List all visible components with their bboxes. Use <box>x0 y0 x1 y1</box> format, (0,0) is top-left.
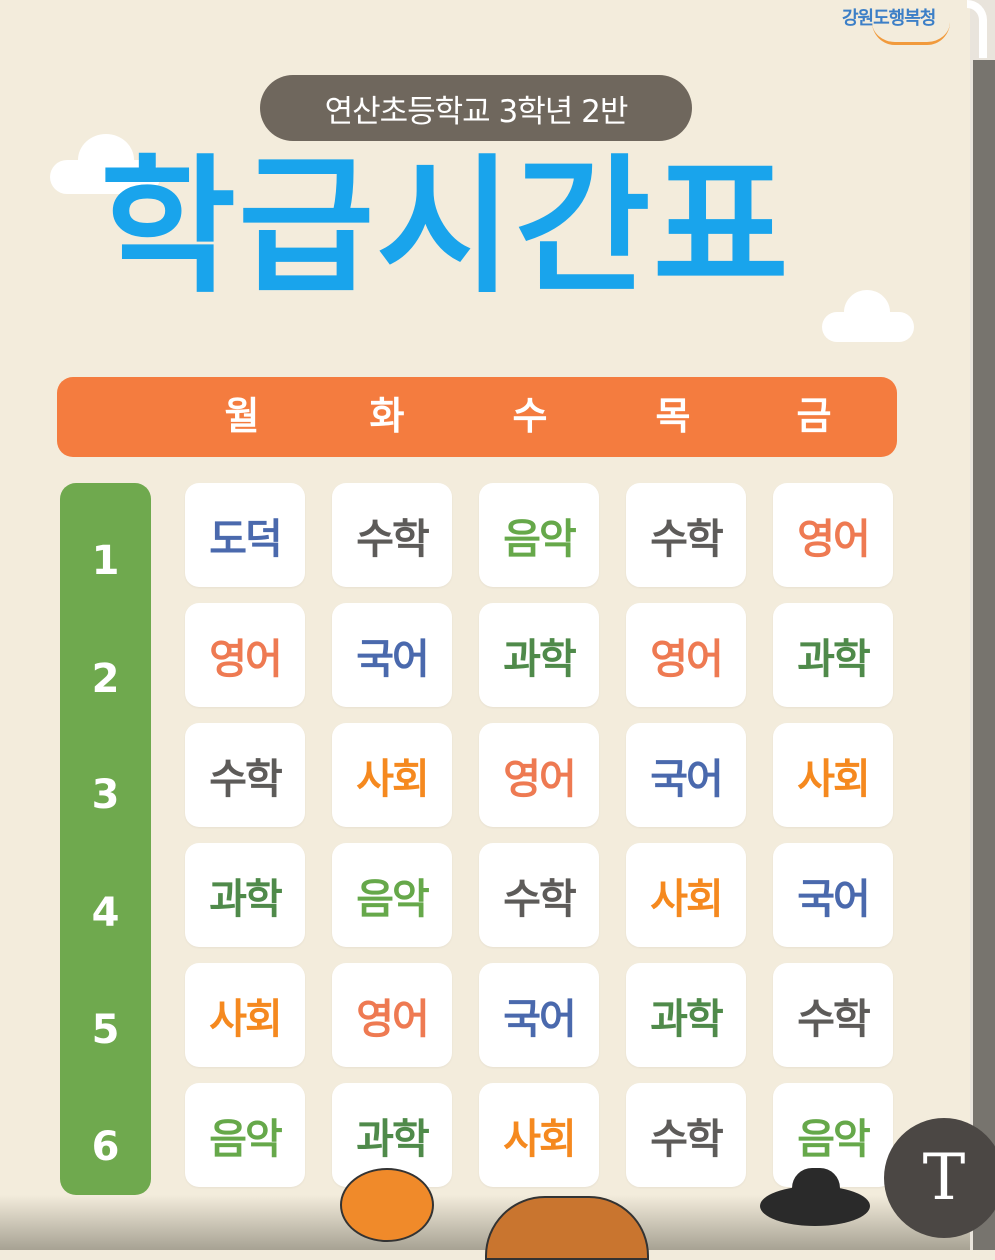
timetable-cell: 국어 <box>626 723 746 827</box>
cloud-icon-right <box>822 290 914 342</box>
period-label: 3 <box>91 772 120 818</box>
timetable-cell: 영어 <box>332 963 452 1067</box>
timetable-cell: 영어 <box>479 723 599 827</box>
timetable-cell: 국어 <box>332 603 452 707</box>
timetable-cell: 음악 <box>185 1083 305 1187</box>
timetable-cell: 과학 <box>773 603 893 707</box>
period-column: 1 2 3 4 5 6 <box>60 483 151 1195</box>
day-label: 화 <box>369 394 405 438</box>
timetable-cell: 사회 <box>185 963 305 1067</box>
timetable-cell: 사회 <box>626 843 746 947</box>
screen-edge <box>970 0 995 1250</box>
timetable-cell: 수학 <box>185 723 305 827</box>
logo-smile-icon <box>872 22 950 45</box>
timetable-cell: 수학 <box>626 483 746 587</box>
timetable-cell: 수학 <box>626 1083 746 1187</box>
timetable-cell: 영어 <box>626 603 746 707</box>
day-label: 월 <box>224 394 260 438</box>
timetable-cell: 수학 <box>773 963 893 1067</box>
window-corner <box>967 0 987 58</box>
timetable-cell: 음악 <box>332 843 452 947</box>
day-header-bar: 월 화 수 목 금 <box>57 377 897 457</box>
timetable-page: 강원도행복청 연산초등학교 3학년 2반 학급시간표 월 화 수 목 금 1 2… <box>0 8 970 1260</box>
hat-brim-icon <box>760 1186 870 1226</box>
timetable-cell: 과학 <box>185 843 305 947</box>
timetable-cell: 음악 <box>479 483 599 587</box>
timetable-cell: 국어 <box>773 843 893 947</box>
timetable-cell: 영어 <box>773 483 893 587</box>
timetable-cell: 수학 <box>332 483 452 587</box>
timetable-cell: 사회 <box>773 723 893 827</box>
timetable-cell: 국어 <box>479 963 599 1067</box>
period-label: 1 <box>91 538 120 584</box>
text-tool-button[interactable]: T <box>884 1118 995 1238</box>
girl-character-icon <box>485 1196 649 1260</box>
scroll-track <box>973 60 995 1250</box>
period-label: 4 <box>91 890 120 936</box>
day-label: 목 <box>655 394 691 438</box>
timetable-cell: 도덕 <box>185 483 305 587</box>
timetable-cell: 과학 <box>626 963 746 1067</box>
timetable-cell: 영어 <box>185 603 305 707</box>
period-label: 2 <box>91 656 120 702</box>
cloud-icon-left <box>50 134 160 194</box>
timetable-cell: 과학 <box>479 603 599 707</box>
timetable-cell: 수학 <box>479 843 599 947</box>
timetable-cell: 음악 <box>773 1083 893 1187</box>
period-label: 6 <box>91 1124 120 1170</box>
day-label: 금 <box>796 394 832 438</box>
timetable-cell: 사회 <box>479 1083 599 1187</box>
page-title: 학급시간표 <box>100 141 791 313</box>
period-label: 5 <box>91 1007 120 1053</box>
timetable-cell: 사회 <box>332 723 452 827</box>
day-label: 수 <box>512 394 548 438</box>
child-character-icon <box>340 1168 434 1242</box>
class-label: 연산초등학교 3학년 2반 <box>260 75 692 141</box>
